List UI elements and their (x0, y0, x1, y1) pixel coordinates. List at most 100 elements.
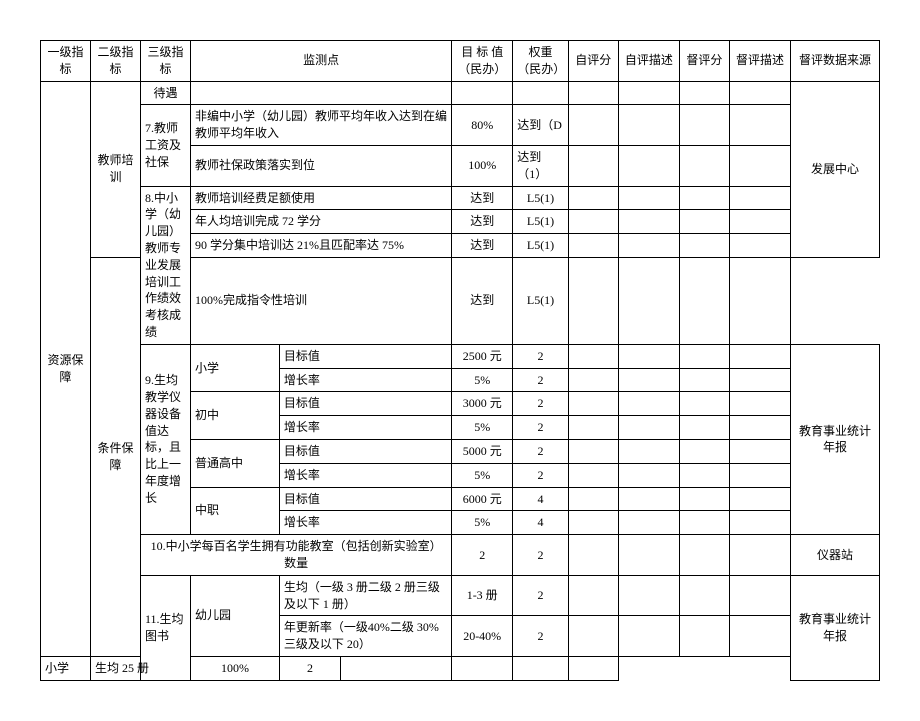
cell (618, 257, 679, 344)
cell (679, 416, 729, 440)
target-cell: 达到 (452, 257, 513, 344)
cell (568, 535, 618, 576)
monitor-cell: 教师培训经费足额使用 (191, 186, 452, 210)
target-cell: 达到 (452, 186, 513, 210)
cell (729, 234, 790, 258)
target-cell: 5% (452, 416, 513, 440)
cell (568, 575, 618, 616)
source-cell: 仪器站 (791, 535, 880, 576)
stage-cell: 小学 (191, 344, 280, 392)
cell (729, 81, 790, 105)
cell (568, 105, 618, 146)
cell (618, 145, 679, 186)
cell (568, 392, 618, 416)
target-cell: 20-40% (452, 616, 513, 657)
col-self-desc: 自评描述 (618, 41, 679, 82)
metric-cell: 增长率 (279, 463, 451, 487)
cell (679, 575, 729, 616)
cell (729, 257, 790, 344)
cell (729, 145, 790, 186)
weight-cell: 2 (279, 656, 340, 680)
monitor-cell: 100%完成指令性培训 (191, 257, 452, 344)
weight-cell: 2 (513, 416, 569, 440)
table-row: 8.中小学（幼儿园）教师专业发展培训工作绩效考核成绩 教师培训经费足额使用 达到… (41, 186, 880, 210)
cell (341, 656, 452, 680)
target-cell: 5% (452, 368, 513, 392)
level2-cell: 教师培训 (91, 81, 141, 257)
col-level3: 三级指标 (141, 41, 191, 82)
weight-cell: 2 (513, 463, 569, 487)
cell (568, 487, 618, 511)
stage-cell: 幼儿园 (191, 575, 280, 656)
col-weight: 权重（民办） (513, 41, 569, 82)
cell (679, 145, 729, 186)
cell (618, 234, 679, 258)
cell (568, 234, 618, 258)
cell (679, 463, 729, 487)
target-cell: 达到 (452, 210, 513, 234)
cell (618, 186, 679, 210)
cell (729, 186, 790, 210)
col-data-source: 督评数据来源 (791, 41, 880, 82)
table-row: 11.生均图书 幼儿园 生均（一级 3 册二级 2 册三级及以下 1 册） 1-… (41, 575, 880, 616)
cell (568, 145, 618, 186)
stage-cell: 初中 (191, 392, 280, 440)
table-row: 9.生均教学仪器设备值达标，且比上一年度增长 小学 目标值 2500 元 2 教… (41, 344, 880, 368)
monitor-cell: 90 学分集中培训达 21%且匹配率达 75% (191, 234, 452, 258)
target-cell: 2 (452, 535, 513, 576)
cell (679, 234, 729, 258)
cell (729, 616, 790, 657)
monitor-cell: 生均 25 册 (91, 656, 191, 680)
weight-cell: 2 (513, 575, 569, 616)
level3-cell: 7.教师工资及社保 (141, 105, 191, 186)
stage-cell: 普通高中 (191, 439, 280, 487)
weight-cell: 2 (513, 344, 569, 368)
cell (729, 392, 790, 416)
cell (618, 439, 679, 463)
cell (618, 487, 679, 511)
cell (568, 656, 618, 680)
target-cell: 100% (191, 656, 280, 680)
source-cell: 教育事业统计年报 (791, 575, 880, 680)
cell (618, 511, 679, 535)
metric-cell: 增长率 (279, 368, 451, 392)
col-self-score: 自评分 (568, 41, 618, 82)
cell (568, 344, 618, 368)
col-sup-score: 督评分 (679, 41, 729, 82)
level3-cell: 10.中小学每百名学生拥有功能教室（包括创新实验室）数量 (141, 535, 452, 576)
cell (679, 487, 729, 511)
monitor-cell: 教师社保政策落实到位 (191, 145, 452, 186)
cell (679, 344, 729, 368)
cell (679, 535, 729, 576)
cell (568, 616, 618, 657)
weight-cell: 4 (513, 487, 569, 511)
table-row: 小学 生均 25 册 100% 2 (41, 656, 880, 680)
cell (729, 463, 790, 487)
target-cell: 80% (452, 105, 513, 146)
cell (679, 105, 729, 146)
indicator-table: 一级指标 二级指标 三级指标 监测点 目 标 值（民办） 权重（民办） 自评分 … (40, 40, 880, 681)
weight-cell: L5(1) (513, 210, 569, 234)
cell (513, 656, 569, 680)
cell (729, 487, 790, 511)
cell (729, 535, 790, 576)
cell (568, 81, 618, 105)
weight-cell: 2 (513, 439, 569, 463)
weight-cell: L5(1) (513, 257, 569, 344)
cell (679, 257, 729, 344)
cell (618, 368, 679, 392)
cell (679, 368, 729, 392)
metric-cell: 增长率 (279, 416, 451, 440)
cell (618, 463, 679, 487)
cell (191, 81, 452, 105)
weight-cell: 达到（D (513, 105, 569, 146)
cell (568, 210, 618, 234)
cell (568, 439, 618, 463)
header-row: 一级指标 二级指标 三级指标 监测点 目 标 值（民办） 权重（民办） 自评分 … (41, 41, 880, 82)
cell (729, 575, 790, 616)
metric-cell: 目标值 (279, 439, 451, 463)
cell (729, 439, 790, 463)
col-monitor-point: 监测点 (191, 41, 452, 82)
cell (729, 210, 790, 234)
cell (679, 616, 729, 657)
